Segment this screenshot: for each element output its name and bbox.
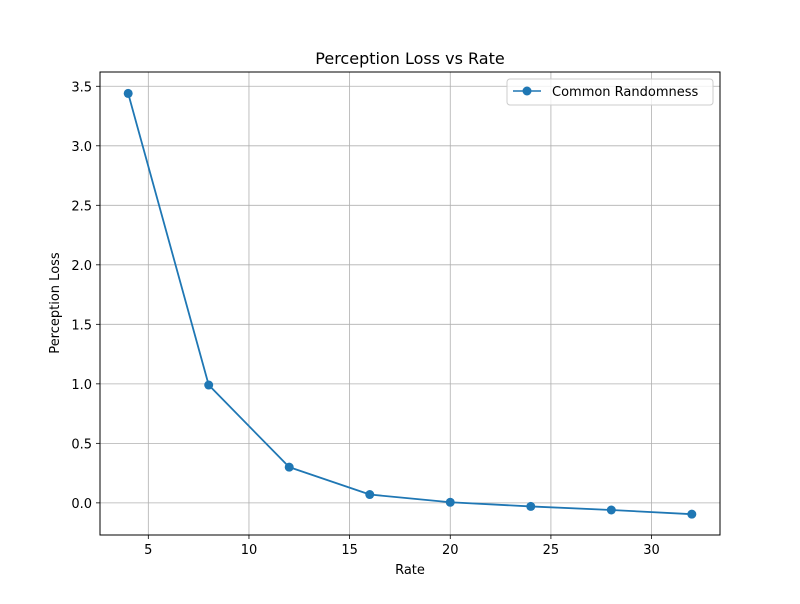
x-tick-label: 5 — [144, 543, 152, 558]
data-point — [445, 497, 455, 507]
y-tick-label: 1.0 — [71, 378, 92, 393]
y-tick-label: 2.0 — [71, 259, 92, 274]
y-tick-label: 1.5 — [71, 318, 92, 333]
grid — [100, 72, 720, 535]
y-tick-label: 0.0 — [71, 497, 92, 512]
x-tick-label: 10 — [241, 543, 258, 558]
x-tick-label: 30 — [643, 543, 660, 558]
x-tick-label: 20 — [442, 543, 459, 558]
data-point — [526, 501, 536, 511]
legend-marker-sample — [522, 86, 532, 96]
data-point — [204, 380, 214, 390]
data-point — [606, 505, 616, 515]
data-point — [365, 490, 375, 500]
series-line — [127, 93, 692, 516]
y-tick-label: 2.5 — [71, 199, 92, 214]
chart-title: Perception Loss vs Rate — [315, 49, 504, 68]
x-tick-label: 15 — [341, 543, 358, 558]
x-axis: 5 10 15 20 25 30 — [144, 535, 660, 558]
y-tick-label: 3.0 — [71, 140, 92, 155]
data-point — [687, 509, 697, 519]
legend-box — [506, 78, 714, 106]
x-axis-label: Rate — [395, 563, 425, 578]
data-point — [284, 462, 294, 472]
legend: Common Randomness — [506, 78, 714, 106]
data-point — [123, 88, 133, 98]
series-layer — [123, 88, 697, 519]
y-axis-label: Perception Loss — [48, 252, 63, 354]
plot-area-frame — [99, 71, 721, 536]
y-axis: 0.0 0.5 1.0 1.5 2.0 2.5 3.0 3.5 — [71, 80, 100, 512]
legend-label: Common Randomness — [552, 85, 699, 100]
y-tick-label: 3.5 — [71, 80, 92, 95]
x-tick-label: 25 — [543, 543, 560, 558]
y-tick-label: 0.5 — [71, 437, 92, 452]
